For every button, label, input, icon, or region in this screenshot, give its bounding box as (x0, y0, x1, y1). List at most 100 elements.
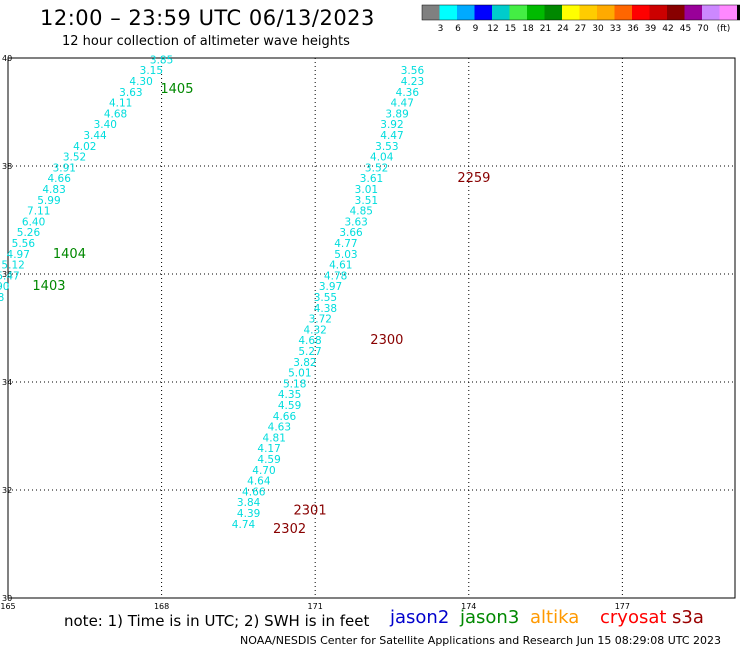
swh-value: 5.03 (334, 249, 357, 261)
swh-value: 3.84 (237, 497, 261, 509)
swh-value: 4.38 (314, 303, 337, 315)
colorbar-swatch (579, 5, 597, 20)
swh-value: 3.66 (339, 227, 363, 239)
swh-value: 5.27 (298, 346, 321, 358)
lat-tick-label: 36 (2, 270, 12, 279)
lat-tick-label: 32 (2, 486, 12, 495)
colorbar-swatch (684, 5, 702, 20)
swh-value: 5.47 (0, 270, 20, 282)
swh-value: 4.61 (329, 260, 352, 272)
mission-cryosat: cryosat (600, 607, 667, 628)
colorbar-label: 12 (487, 24, 498, 34)
swh-value: 3.63 (344, 216, 367, 228)
colorbar-label: 15 (505, 24, 516, 34)
colorbar-swatch (457, 5, 475, 20)
swh-value: 3.72 (309, 314, 332, 326)
colorbar-swatch (737, 5, 740, 20)
mission-jason3: jason3 (460, 607, 520, 628)
swh-value: 5.90 (0, 281, 9, 293)
lon-tick-label: 174 (461, 602, 476, 611)
time-label: 1404 (53, 247, 86, 262)
swh-value: 4.47 (391, 98, 414, 110)
footer-note: note: 1) Time is in UTC; 2) SWH is in fe… (64, 612, 370, 630)
lon-tick-label: 168 (154, 602, 169, 611)
swh-value: 4.04 (370, 152, 394, 164)
swh-value: 4.97 (7, 249, 30, 261)
colorbar-label: 3 (438, 24, 444, 34)
swh-value: 4.59 (278, 400, 301, 412)
swh-value: 4.63 (268, 422, 291, 434)
swh-value: 7.11 (27, 206, 50, 218)
swh-value: 4.66 (48, 173, 72, 185)
swh-value: 4.81 (263, 432, 286, 444)
time-label: 1403 (32, 279, 65, 294)
swh-value: 3.51 (355, 195, 378, 207)
swh-value: 3.40 (94, 119, 117, 131)
swh-value: 3.44 (83, 130, 107, 142)
swh-value: 4.39 (237, 508, 260, 520)
colorbar-swatch (439, 5, 457, 20)
lat-tick-label: 30 (2, 594, 12, 603)
time-label: 1405 (160, 82, 193, 97)
colorbar-swatch (597, 5, 615, 20)
swh-value: 3.61 (360, 173, 383, 185)
time-label: 2259 (457, 171, 490, 186)
swh-value: 4.78 (324, 270, 347, 282)
colorbar-swatch (422, 5, 440, 20)
colorbar-swatch (719, 5, 737, 20)
colorbar-unit: (ft) (717, 24, 731, 34)
time-label: 2300 (370, 333, 403, 348)
colorbar-label: 30 (592, 24, 604, 34)
map-title: 12:00 – 23:59 UTC 06/13/2023 (40, 6, 375, 30)
colorbar-swatch (492, 5, 510, 20)
swh-value: 5.88 (0, 292, 4, 304)
swh-value: 4.32 (303, 324, 326, 336)
swh-value: 3.92 (380, 119, 403, 131)
map-frame (7, 57, 736, 599)
colorbar-label: 24 (557, 24, 569, 34)
colorbar-label: 33 (610, 24, 621, 34)
map-subtitle: 12 hour collection of altimeter wave hei… (62, 34, 350, 49)
colorbar-label: 36 (627, 24, 639, 34)
credit-line: NOAA/NESDIS Center for Satellite Applica… (240, 634, 722, 647)
lon-tick-label: 165 (0, 602, 15, 611)
swh-value: 3.55 (314, 292, 337, 304)
swh-colorbar: 3 6 9 12 15 18 21 24 27 30 33 36 39 42 45 70 (ft) (421, 4, 740, 34)
swh-value: 3.56 (401, 65, 425, 77)
colorbar-swatch (544, 5, 562, 20)
swh-value: 3.91 (53, 162, 76, 174)
colorbar-swatch (702, 5, 720, 20)
colorbar-swatch (474, 5, 492, 20)
swh-value: 5.18 (283, 378, 306, 390)
swh-value: 5.56 (12, 238, 36, 250)
swh-value: 4.85 (350, 206, 373, 218)
swh-value: 5.12 (1, 260, 24, 272)
swh-value: 3.53 (375, 141, 398, 153)
lat-tick-label: 40 (2, 54, 12, 63)
swh-value: 4.77 (334, 238, 357, 250)
mission-s3a: s3a (672, 607, 704, 628)
swh-value: 4.74 (232, 519, 256, 531)
colorbar-swatch (527, 5, 545, 20)
lon-tick-label: 177 (615, 602, 630, 611)
colorbar-swatch (562, 5, 580, 20)
colorbar-label: 42 (662, 24, 673, 34)
colorbar-label: 6 (455, 24, 461, 34)
lon-tick-label: 171 (308, 602, 323, 611)
colorbar-label: 27 (575, 24, 586, 34)
swh-value: 4.70 (252, 465, 275, 477)
time-label: 2302 (273, 522, 306, 537)
colorbar-label: 45 (680, 24, 691, 34)
time-label: 2301 (294, 503, 327, 518)
colorbar-swatch (509, 5, 527, 20)
colorbar-frame (421, 4, 740, 21)
swh-value: 3.52 (365, 162, 388, 174)
swh-value: 4.68 (104, 108, 127, 120)
swh-value: 4.36 (396, 87, 420, 99)
colorbar-swatch (632, 5, 650, 20)
swh-value: 5.26 (17, 227, 41, 239)
swh-value: 3.82 (293, 357, 316, 369)
swh-value: 4.66 (242, 486, 266, 498)
colorbar-label: 9 (473, 24, 479, 34)
swh-value: 4.30 (129, 76, 152, 88)
